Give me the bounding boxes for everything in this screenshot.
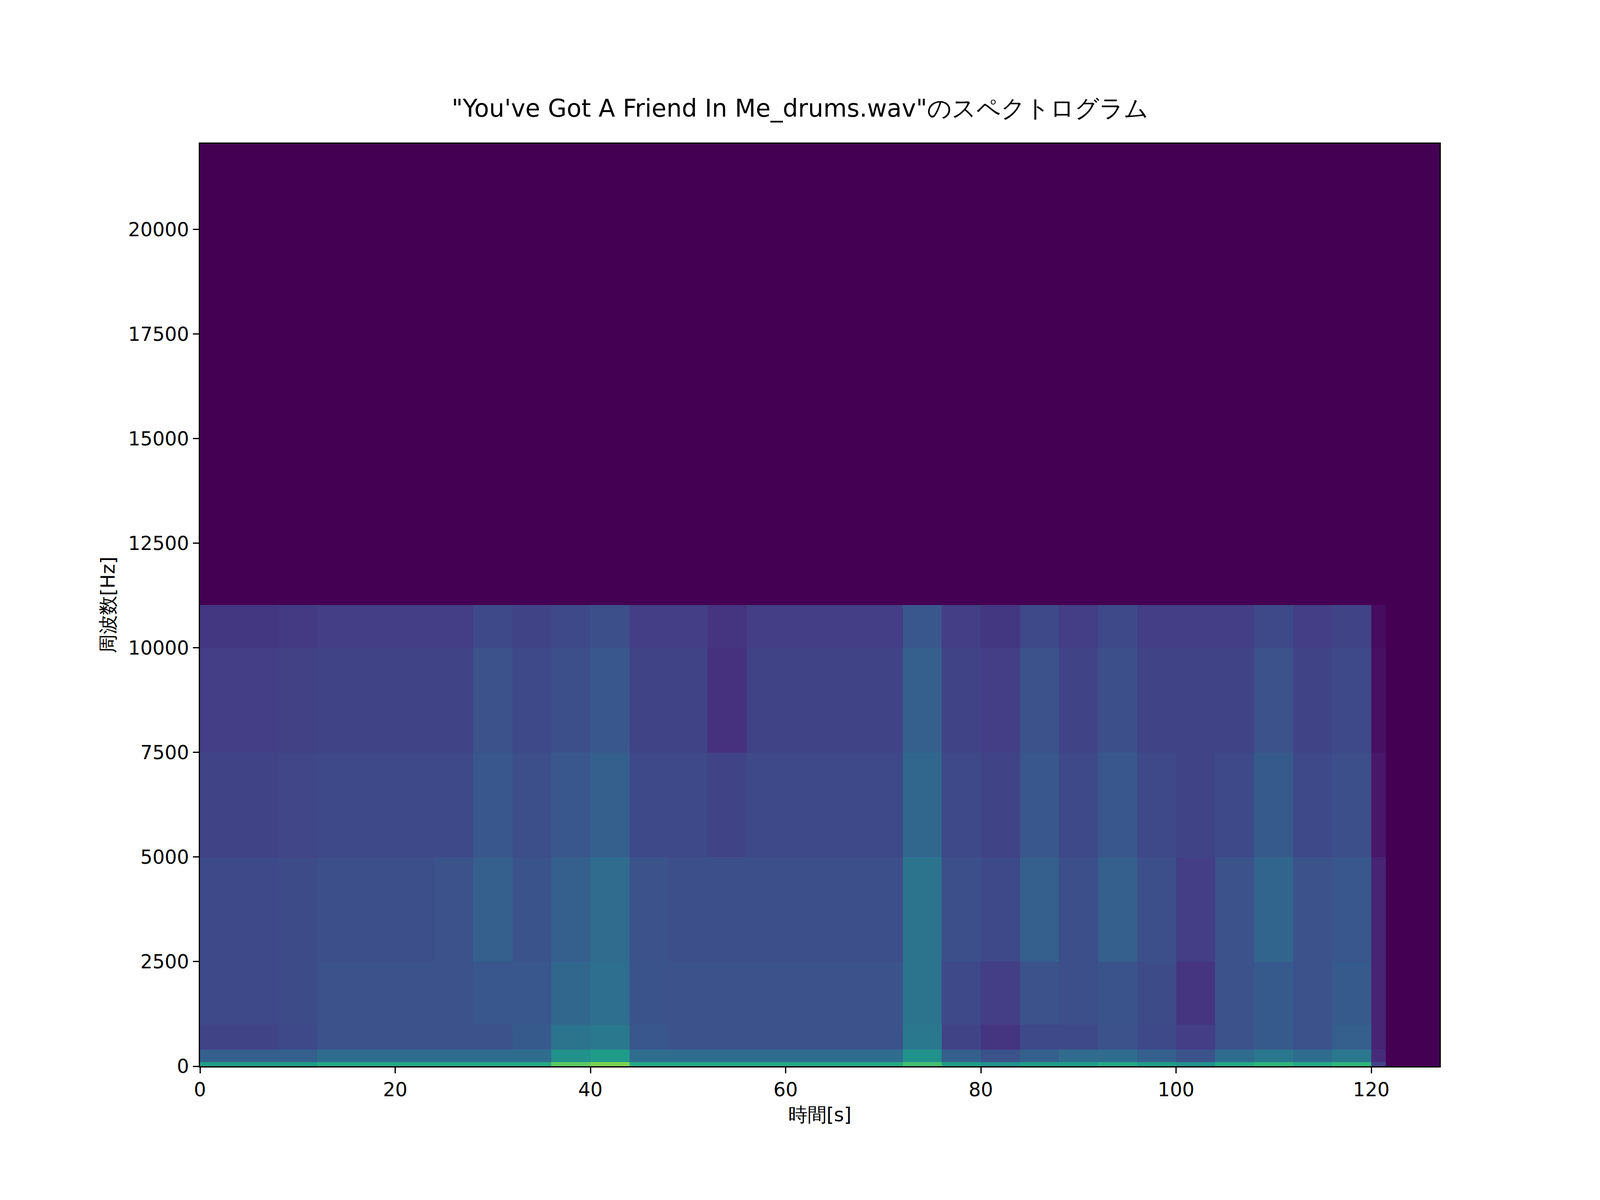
svg-text:20000: 20000 [127, 218, 189, 241]
svg-text:2500: 2500 [140, 950, 190, 973]
svg-text:時間[s]: 時間[s] [788, 1103, 852, 1126]
svg-text:120: 120 [1352, 1078, 1390, 1101]
svg-text:12500: 12500 [127, 532, 189, 555]
svg-text:0: 0 [193, 1078, 206, 1101]
svg-text:20: 20 [382, 1078, 408, 1101]
svg-text:15000: 15000 [127, 427, 189, 450]
svg-text:0: 0 [177, 1055, 190, 1078]
svg-text:"You've Got A Friend In Me_dru: "You've Got A Friend In Me_drums.wav"のスペ… [451, 94, 1149, 123]
svg-text:60: 60 [773, 1078, 798, 1101]
svg-text:40: 40 [578, 1078, 603, 1101]
svg-text:100: 100 [1157, 1078, 1195, 1101]
svg-text:10000: 10000 [127, 636, 189, 660]
svg-text:周波数[Hz]: 周波数[Hz] [96, 556, 120, 654]
svg-text:17500: 17500 [127, 322, 189, 346]
svg-text:7500: 7500 [140, 741, 190, 764]
svg-text:5000: 5000 [140, 845, 190, 869]
svg-text:80: 80 [968, 1078, 994, 1101]
